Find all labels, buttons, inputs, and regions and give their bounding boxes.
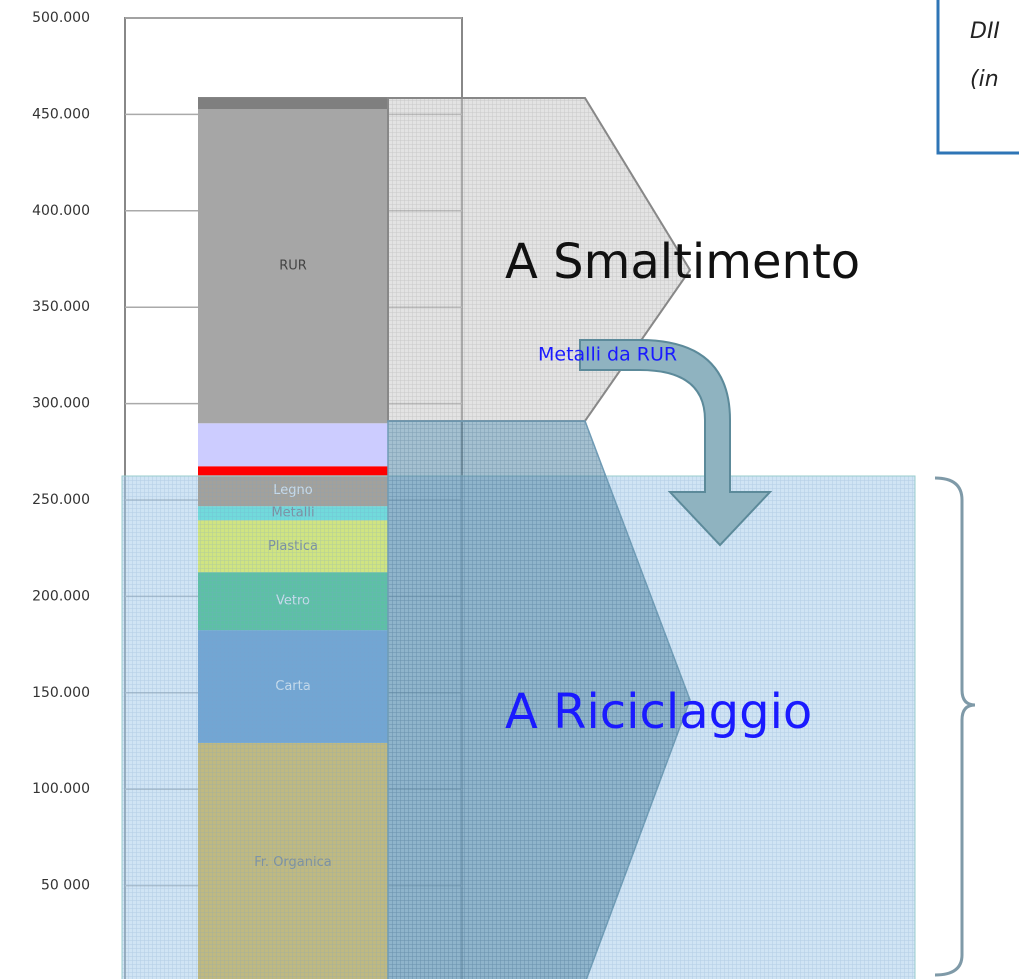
y-tick-label: 50 000 (41, 878, 90, 894)
bar-segment (198, 109, 388, 424)
overlay: DII (in A Smaltimento A Riciclaggio Meta… (121, 0, 1019, 979)
bar-segment (198, 97, 388, 110)
y-tick-label: 400.000 (32, 203, 90, 219)
metals-label: Metalli da RUR (538, 344, 677, 366)
bar-segment (198, 466, 388, 476)
y-tick-label: 200.000 (32, 588, 90, 604)
y-tick-label: 350.000 (32, 299, 90, 315)
note-line: DII (970, 19, 1000, 44)
y-tick-label: 250.000 (32, 492, 90, 508)
note-box (936, 0, 1019, 155)
brace (934, 476, 976, 977)
bar-segment (198, 423, 388, 467)
note-line: (in (970, 67, 999, 92)
y-tick-label: 500.000 (32, 10, 90, 26)
y-tick-label: 300.000 (32, 396, 90, 412)
y-tick-label: 100.000 (32, 781, 90, 797)
recycling-arrow (387, 420, 691, 979)
recycling-label: A Riciclaggio (505, 684, 812, 740)
y-tick-label: 150.000 (32, 685, 90, 701)
y-tick-label: 450.000 (32, 106, 90, 122)
disposal-label: A Smaltimento (505, 234, 860, 290)
metals-arrow (579, 339, 773, 547)
segment-label: RUR (279, 259, 307, 274)
